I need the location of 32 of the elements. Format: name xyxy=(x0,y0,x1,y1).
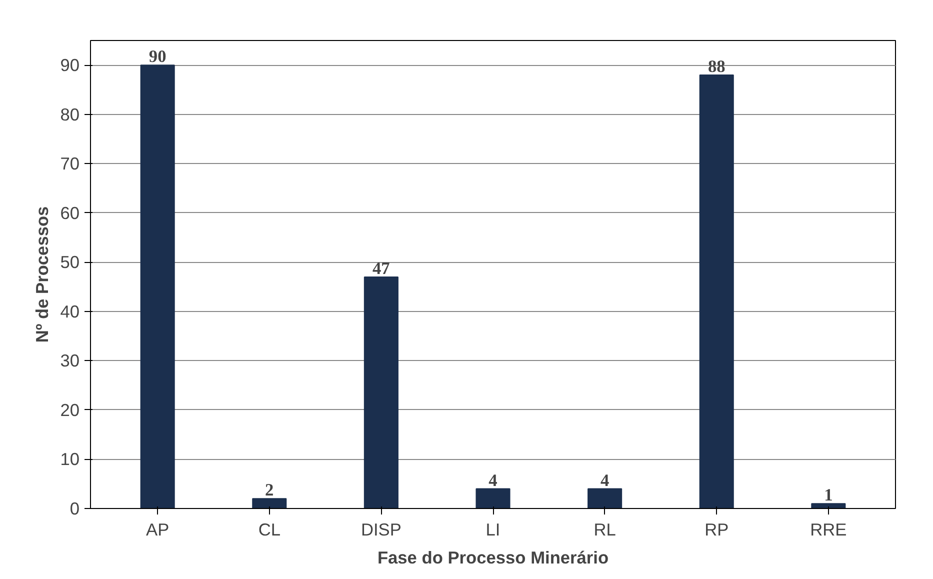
x-tick-label: RP xyxy=(704,520,729,540)
data-label: 1 xyxy=(824,486,833,505)
y-tick-label: 50 xyxy=(60,252,80,272)
x-tick-label: DISP xyxy=(360,520,402,540)
data-label: 4 xyxy=(600,470,610,490)
y-tick-label: 60 xyxy=(60,202,80,223)
bar xyxy=(699,74,734,508)
y-tick-label: 10 xyxy=(60,449,80,470)
data-label: 47 xyxy=(372,258,390,278)
x-axis-title: Fase do Processo Minerário xyxy=(377,548,609,568)
y-tick-label: 40 xyxy=(60,301,80,322)
data-label: 4 xyxy=(488,470,498,490)
y-tick-label: 70 xyxy=(60,154,80,174)
bar xyxy=(364,276,398,508)
bar xyxy=(252,498,287,508)
data-label: 90 xyxy=(148,47,166,66)
y-tick-label: 0 xyxy=(70,498,80,518)
bar xyxy=(811,503,846,508)
y-axis-title: Nº de Processos xyxy=(32,206,52,343)
y-tick-label: 20 xyxy=(60,400,80,420)
bar xyxy=(588,488,622,508)
y-tick-label: 30 xyxy=(60,350,80,371)
bar xyxy=(476,488,510,508)
y-tick-label: 90 xyxy=(60,55,80,76)
x-tick-label: RL xyxy=(594,520,616,540)
y-tick-label: 80 xyxy=(60,104,80,124)
data-label: 2 xyxy=(265,480,274,500)
x-tick-label: CL xyxy=(258,520,281,540)
x-tick-label: AP xyxy=(146,520,170,540)
x-tick-label: LI xyxy=(486,520,500,540)
bar xyxy=(140,64,175,508)
x-tick-label: RRE xyxy=(810,520,847,540)
